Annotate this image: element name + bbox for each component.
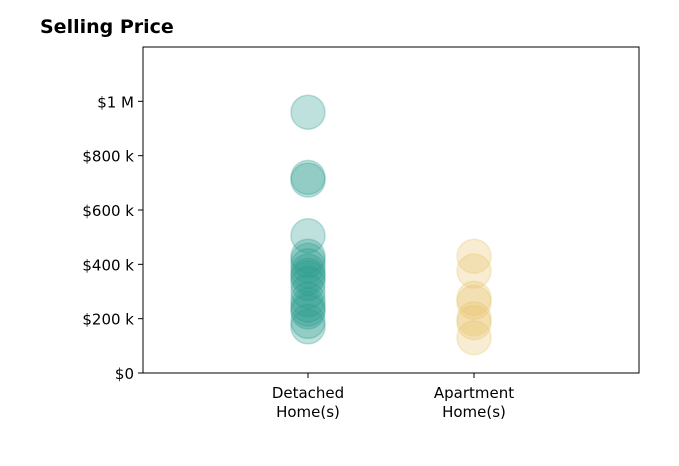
x-tick-label-0: Detached Home(s) [272,384,344,421]
data-point-0-7 [290,253,326,289]
data-point-0-17 [290,309,326,345]
x-tick-label-1: Apartment Home(s) [434,384,514,421]
y-tick-label-0: $0 [115,365,134,383]
data-point-0-0 [290,94,326,130]
data-point-0-3 [290,218,326,254]
y-tick-label-2: $400 k [82,256,134,274]
data-point-0-8 [290,257,326,293]
y-tick-label-4: $800 k [82,148,134,166]
y-tick-label-3: $600 k [82,202,134,220]
data-point-0-5 [290,242,326,279]
data-point-1-5 [456,304,492,341]
data-point-0-11 [290,273,326,310]
data-point-1-2 [456,280,492,317]
data-point-0-14 [290,291,326,327]
y-tick-label-5: $1 M [97,93,134,111]
data-point-1-1 [456,253,492,289]
data-point-0-12 [290,281,326,318]
data-point-0-13 [290,287,326,323]
data-point-0-2 [290,162,326,198]
data-point-1-4 [456,300,492,337]
data-point-1-3 [456,284,492,321]
data-point-0-16 [290,303,326,340]
data-point-0-1 [290,159,326,196]
data-point-0-4 [290,238,326,274]
data-point-1-6 [456,319,492,356]
y-tick-label-1: $200 k [82,311,134,329]
plot-frame [142,46,640,374]
data-point-0-10 [290,265,326,302]
data-point-0-15 [290,294,326,330]
chart-title: Selling Price [40,16,174,38]
data-point-0-9 [290,260,326,296]
data-point-1-0 [456,238,492,274]
data-point-0-6 [290,247,326,284]
